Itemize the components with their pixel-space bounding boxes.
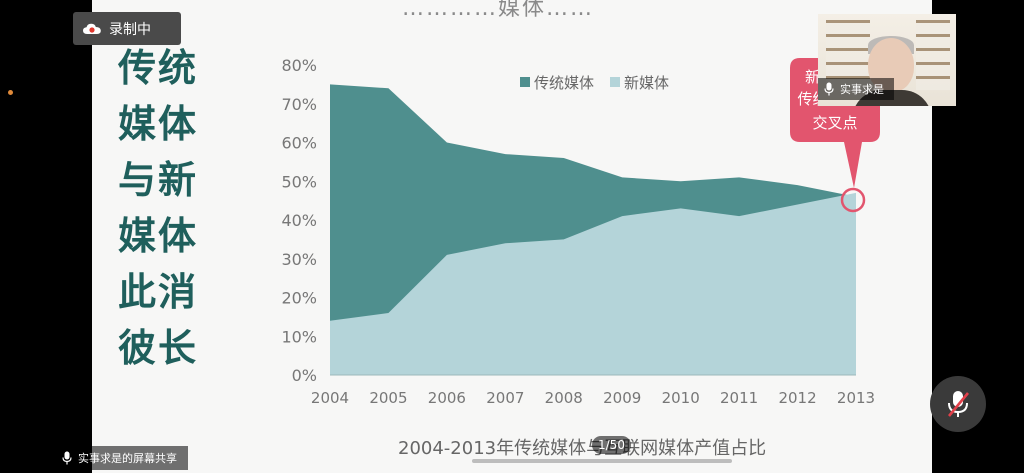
scroll-handle[interactable] <box>472 459 732 463</box>
y-tick-label: 10% <box>281 327 317 346</box>
mic-icon <box>62 451 72 465</box>
x-tick-label: 2008 <box>545 389 583 407</box>
status-dot <box>8 90 13 95</box>
legend-swatch <box>520 77 530 87</box>
x-tick-label: 2011 <box>720 389 758 407</box>
side-title-line: 与新 <box>118 158 199 202</box>
share-name: 实事求是的屏幕共享 <box>78 452 177 465</box>
legend-label: 新媒体 <box>624 74 669 92</box>
side-title-line: 媒体 <box>118 102 199 146</box>
slide-side-title: 传统 媒体 与新 媒体 此消 彼长 <box>118 40 208 376</box>
x-tick-label: 2004 <box>311 389 349 407</box>
x-tick-label: 2006 <box>428 389 466 407</box>
bookshelf-right <box>916 20 950 90</box>
y-tick-label: 30% <box>281 250 317 269</box>
side-title-line: 传统 <box>118 46 199 90</box>
legend-swatch <box>610 77 620 87</box>
y-tick-label: 20% <box>281 289 317 308</box>
y-tick-label: 80% <box>281 56 317 75</box>
x-tick-label: 2007 <box>486 389 524 407</box>
side-title-line: 媒体 <box>118 214 199 258</box>
recording-label: 录制中 <box>109 21 151 38</box>
x-tick-label: 2013 <box>837 389 875 407</box>
mute-toggle-button[interactable] <box>930 376 986 432</box>
screen-share-tag: 实事求是的屏幕共享 <box>56 446 188 470</box>
mic-icon <box>824 82 834 96</box>
legend-label: 传统媒体 <box>534 74 594 92</box>
x-axis: 2004 2005 2006 2007 2008 2009 2010 2011 2012 2013 <box>311 389 875 407</box>
speaker-name: 实事求是 <box>840 83 884 96</box>
x-tick-label: 2005 <box>369 389 407 407</box>
crossover-marker <box>840 187 866 213</box>
chart-caption: 2004-2013年传统媒体与互联网媒体产值占比 <box>398 438 767 459</box>
shared-slide: …………媒体…… 传统 媒体 与新 媒体 此消 彼长 0% 10% 20% 30% 40… <box>92 0 932 473</box>
y-tick-label: 70% <box>281 95 317 114</box>
chart-legend: 传统媒体 新媒体 <box>520 74 669 92</box>
y-tick-label: 40% <box>281 211 317 230</box>
cloud-record-icon <box>83 23 101 35</box>
series-area-new <box>330 192 856 375</box>
x-tick-label: 2010 <box>662 389 700 407</box>
y-tick-label: 0% <box>292 366 317 385</box>
x-tick-label: 2012 <box>778 389 816 407</box>
speaker-name-tag: 实事求是 <box>818 78 894 100</box>
y-tick-label: 50% <box>281 172 317 191</box>
callout-line: 交叉点 <box>812 114 857 132</box>
page-indicator: 1/50 <box>592 436 631 454</box>
side-title-line: 彼长 <box>118 326 199 370</box>
x-tick-label: 2009 <box>603 389 641 407</box>
y-axis: 0% 10% 20% 30% 40% 50% 60% 70% 80% <box>281 56 317 385</box>
chart-areas <box>330 84 856 376</box>
mic-muted-icon <box>945 389 971 419</box>
y-tick-label: 60% <box>281 134 317 153</box>
side-title-line: 此消 <box>118 270 199 314</box>
slide-top-title: …………媒体…… <box>402 0 595 21</box>
recording-badge[interactable]: 录制中 <box>73 12 181 45</box>
area-chart: 0%10%20%30%40%50%60%70%80% 2004 2005 2006 2… <box>281 56 880 407</box>
